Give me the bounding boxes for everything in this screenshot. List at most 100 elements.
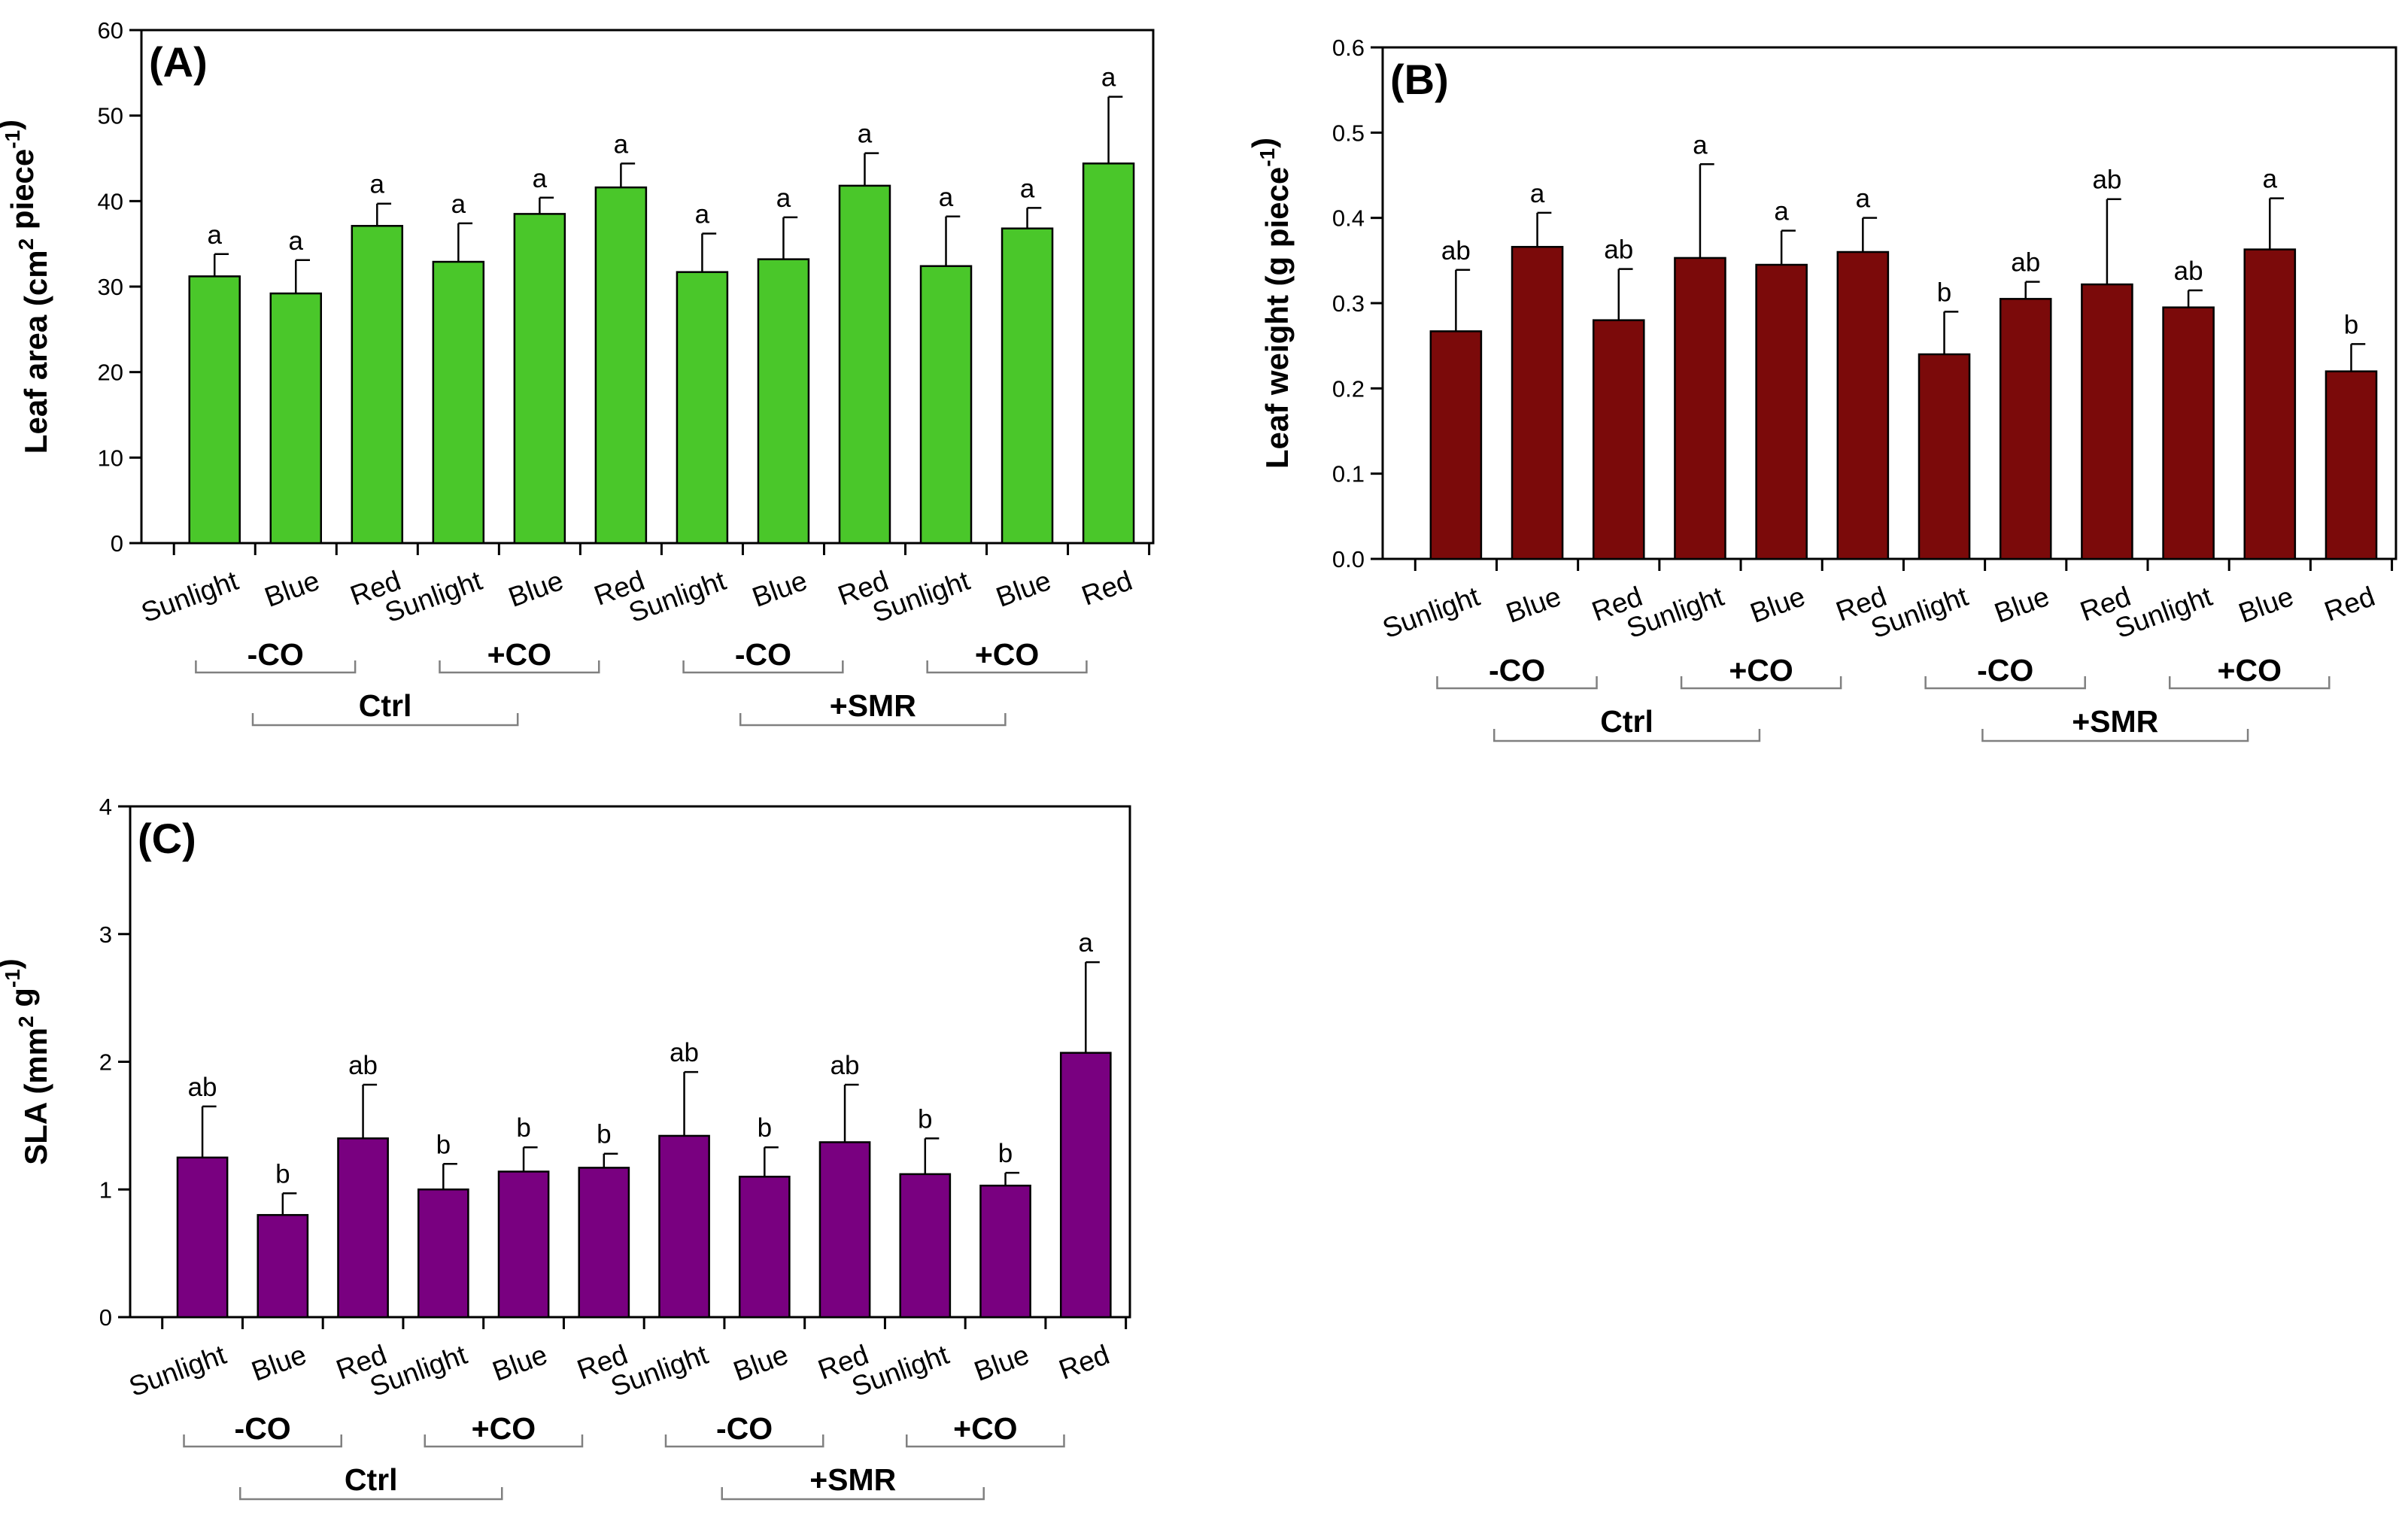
y-tick-label: 1: [99, 1176, 112, 1203]
y-tick-label: 60: [98, 17, 123, 44]
y-tick-label: 4: [99, 794, 112, 820]
y-tick-label: 0.1: [1332, 461, 1365, 487]
bar: [2081, 283, 2133, 560]
significance-letter: b: [2344, 310, 2358, 339]
bar: [1755, 263, 1808, 560]
y-axis-label-prefix: Leaf area (cm: [18, 250, 53, 454]
significance-letter: a: [776, 184, 791, 213]
y-axis-label-suffix: ): [0, 958, 26, 969]
outer-group-bracket: [251, 713, 519, 727]
inner-group-label: -CO: [1977, 653, 2033, 688]
inner-group-label: +CO: [953, 1411, 1017, 1446]
inner-group-bracket: [905, 1434, 1065, 1448]
y-tick-label: 20: [98, 360, 123, 386]
significance-letter: a: [939, 183, 954, 212]
bar: [1511, 245, 1564, 560]
bar: [188, 275, 241, 545]
inner-group-label: +CO: [2218, 653, 2282, 688]
significance-letter: b: [275, 1159, 290, 1189]
y-axis-label-prefix: SLA (mm: [18, 1028, 53, 1165]
inner-group-label: -CO: [1489, 653, 1545, 688]
significance-letter: a: [614, 129, 629, 159]
outer-group-label: Ctrl: [1600, 704, 1653, 739]
significance-letter: b: [758, 1113, 772, 1143]
significance-letter: ab: [1441, 236, 1471, 266]
inner-group-label: +CO: [487, 637, 551, 672]
bar: [676, 271, 729, 545]
panel-label: (B): [1390, 56, 1449, 103]
y-tick-label: 0.6: [1332, 35, 1365, 61]
y-axis-label: Leaf weight (g piece-1): [1246, 138, 1295, 469]
significance-letter: ab: [2011, 248, 2040, 278]
significance-letter: a: [370, 170, 385, 199]
inner-group-bracket: [1924, 676, 2086, 690]
y-tick-label: 0: [99, 1304, 112, 1331]
significance-letter: b: [918, 1104, 932, 1134]
bar: [838, 184, 891, 545]
y-tick-label: 0: [111, 530, 123, 557]
inner-group-label: +CO: [472, 1411, 536, 1446]
significance-letter: a: [1079, 928, 1094, 958]
y-axis-label-sup2: -1: [1256, 148, 1279, 167]
bar: [2243, 248, 2297, 560]
bar: [1429, 330, 1483, 560]
inner-group-bracket: [2168, 676, 2331, 690]
significance-letter: a: [1101, 63, 1116, 93]
y-axis-label-sup2: -1: [1, 969, 24, 988]
outer-group-bracket: [739, 713, 1007, 727]
panel-c-sla: 01234abSunlightbBlueabRedbSunlightbBlueb…: [0, 794, 1131, 1501]
significance-letter: a: [1774, 197, 1789, 226]
y-tick-label: 0.4: [1332, 205, 1365, 232]
significance-letter: b: [998, 1139, 1013, 1168]
panel-b-leaf-weight: 0.00.10.20.30.40.50.6abSunlightaBlueabRe…: [1246, 35, 2397, 742]
bar: [513, 213, 566, 545]
bar: [658, 1134, 710, 1319]
bar: [417, 1189, 469, 1319]
bar: [351, 225, 404, 545]
bar: [1592, 319, 1645, 560]
inner-group-bracket: [664, 1434, 824, 1448]
y-tick-label: 3: [99, 921, 112, 948]
y-axis-label: Leaf area (cm2 piece-1): [0, 120, 53, 454]
significance-letter: a: [1856, 184, 1871, 214]
panel-label: (C): [138, 815, 196, 862]
outer-group-bracket: [1981, 729, 2249, 742]
bar: [979, 1184, 1031, 1319]
significance-letter: ab: [1604, 235, 1633, 265]
y-tick-label: 0.3: [1332, 290, 1365, 317]
y-axis-label-sup1: 2: [14, 238, 38, 250]
y-axis-label: SLA (mm2 g-1): [0, 958, 53, 1165]
significance-letter: ab: [2174, 257, 2203, 286]
bar: [594, 186, 648, 545]
inner-group-bracket: [195, 660, 357, 674]
bar: [1836, 250, 1890, 560]
y-axis-label-sup1: 2: [14, 1015, 38, 1028]
bar: [1674, 257, 1726, 560]
significance-letter: b: [436, 1130, 451, 1159]
significance-letter: ab: [2092, 165, 2121, 195]
bar: [1059, 1052, 1112, 1319]
bar: [257, 1213, 309, 1319]
bar: [818, 1141, 871, 1319]
y-axis-label-sup2: -1: [1, 130, 24, 149]
inner-group-label: -CO: [735, 637, 791, 672]
bar: [578, 1167, 630, 1319]
significance-letter: a: [207, 220, 222, 250]
inner-group-bracket: [1680, 676, 1842, 690]
significance-letter: a: [1693, 130, 1708, 159]
y-axis-label-prefix: Leaf weight (g piece: [1259, 167, 1295, 469]
significance-letter: b: [597, 1120, 611, 1149]
inner-group-bracket: [424, 1434, 584, 1448]
bar: [2162, 306, 2215, 560]
outer-group-bracket: [721, 1487, 985, 1501]
significance-letter: a: [695, 200, 710, 229]
significance-letter: a: [2263, 165, 2278, 194]
significance-letter: b: [1937, 278, 1951, 307]
bar: [432, 260, 485, 545]
bar: [269, 292, 323, 545]
inner-group-label: -CO: [716, 1411, 773, 1446]
outer-group-label: +SMR: [809, 1462, 896, 1497]
bar: [1001, 227, 1054, 545]
y-tick-label: 0.5: [1332, 120, 1365, 146]
bar: [899, 1173, 952, 1319]
